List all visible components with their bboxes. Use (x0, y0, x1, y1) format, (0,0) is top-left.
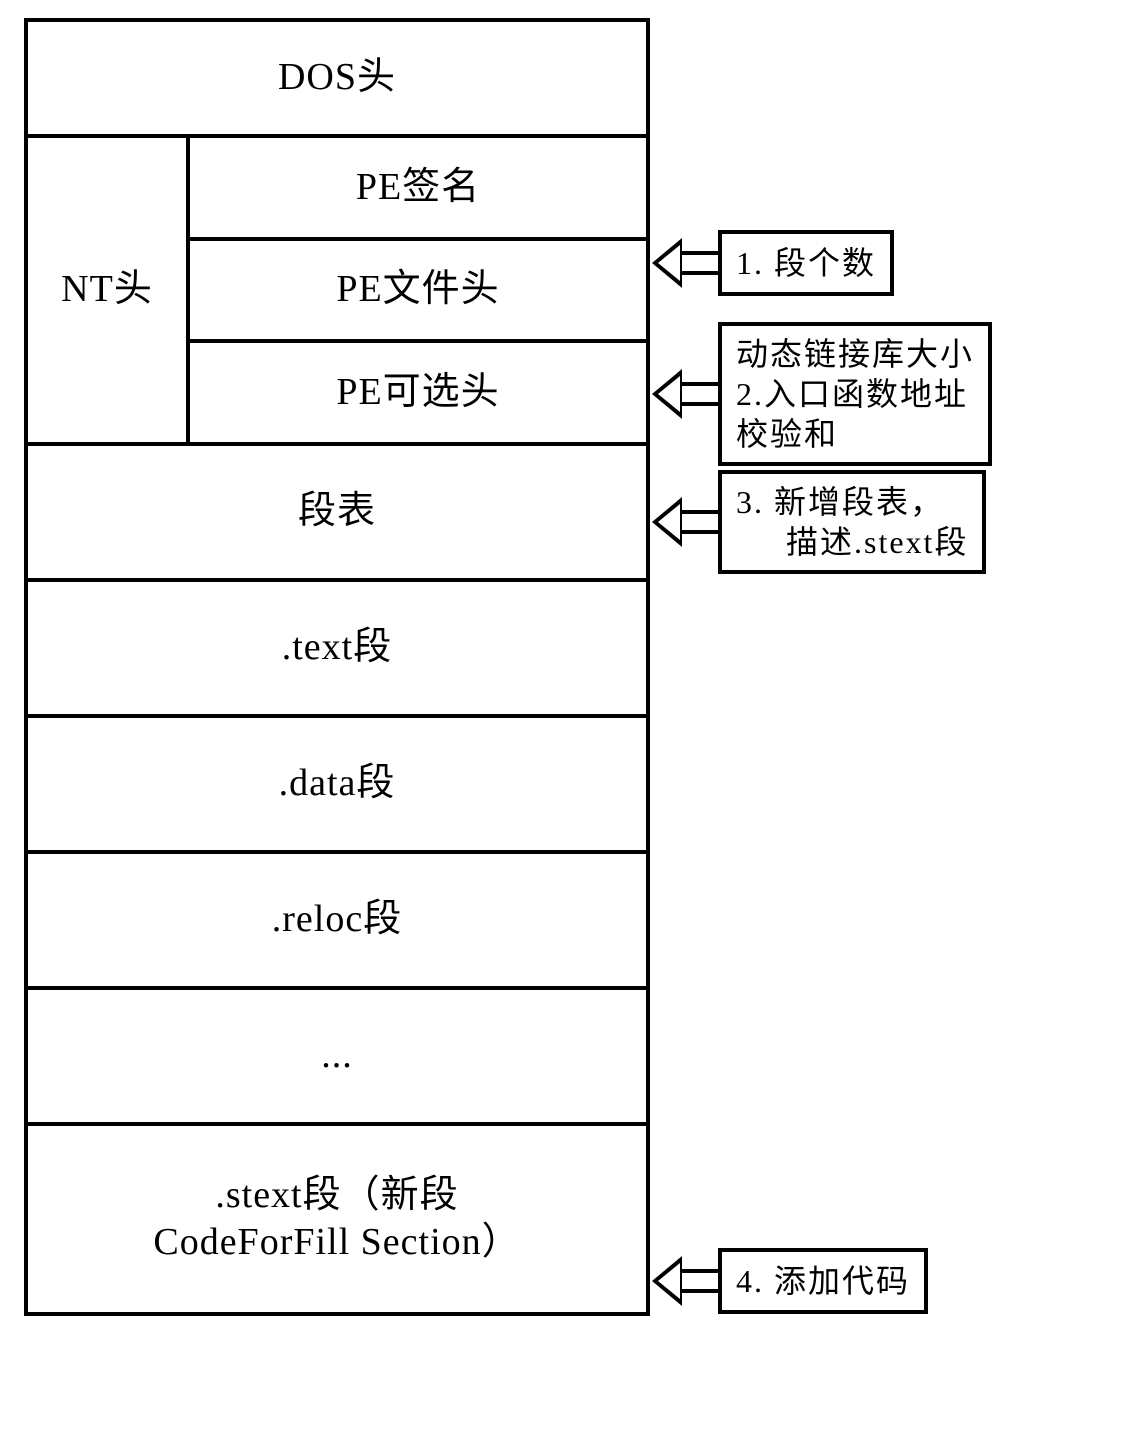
nt-sub-container: PE签名 PE文件头 PE可选头 (190, 138, 646, 442)
nt-header-label: NT头 (28, 138, 190, 442)
annotation-4: 4. 添加代码 (652, 1248, 928, 1314)
annotation-4-line-1: 4. 添加代码 (736, 1261, 910, 1301)
ellipsis-label: ... (28, 990, 646, 1122)
data-section-label: .data段 (28, 718, 646, 850)
pe-file-header-label: PE文件头 (190, 241, 646, 344)
arrow-left-icon (652, 238, 718, 288)
pe-optional-header-label: PE可选头 (190, 343, 646, 442)
row-stext-section: .stext段（新段 CodeForFill Section） (28, 1126, 646, 1312)
annotation-2-box: 动态链接库大小 2.入口函数地址 校验和 (718, 322, 992, 466)
arrow-left-icon (652, 1256, 718, 1306)
annotation-3-box: 3. 新增段表， 描述.stext段 (718, 470, 986, 574)
annotation-1-box: 1. 段个数 (718, 230, 894, 296)
annotation-2: 动态链接库大小 2.入口函数地址 校验和 (652, 322, 992, 466)
row-dos-header: DOS头 (28, 22, 646, 138)
dos-header-label: DOS头 (28, 22, 646, 134)
reloc-section-label: .reloc段 (28, 854, 646, 986)
annotation-2-line-1: 动态链接库大小 (736, 334, 974, 374)
annotation-4-box: 4. 添加代码 (718, 1248, 928, 1314)
arrow-left-icon (652, 369, 718, 419)
stext-line2: CodeForFill Section） (153, 1219, 520, 1267)
stext-section-label: .stext段（新段 CodeForFill Section） (28, 1126, 646, 1312)
row-reloc-section: .reloc段 (28, 854, 646, 990)
row-data-section: .data段 (28, 718, 646, 854)
annotation-3: 3. 新增段表， 描述.stext段 (652, 470, 986, 574)
pe-structure-diagram: DOS头 NT头 PE签名 PE文件头 PE可选头 段表 .text段 .dat… (24, 18, 650, 1316)
annotation-2-line-3: 校验和 (736, 414, 974, 454)
row-ellipsis: ... (28, 990, 646, 1126)
annotation-1: 1. 段个数 (652, 230, 894, 296)
pe-signature-label: PE签名 (190, 138, 646, 241)
row-section-table: 段表 (28, 446, 646, 582)
annotation-3-line-2: 描述.stext段 (736, 522, 968, 562)
row-text-section: .text段 (28, 582, 646, 718)
annotation-3-line-1: 3. 新增段表， (736, 482, 968, 522)
text-section-label: .text段 (28, 582, 646, 714)
arrow-left-icon (652, 497, 718, 547)
row-nt-header: NT头 PE签名 PE文件头 PE可选头 (28, 138, 646, 446)
stext-line1: .stext段（新段 (153, 1172, 520, 1220)
annotation-1-line-1: 1. 段个数 (736, 243, 876, 283)
annotation-2-line-2: 2.入口函数地址 (736, 374, 974, 414)
section-table-label: 段表 (28, 446, 646, 578)
